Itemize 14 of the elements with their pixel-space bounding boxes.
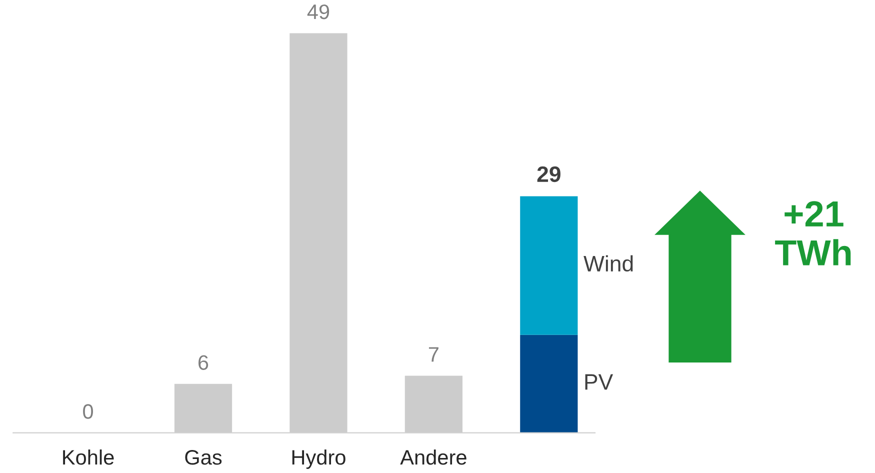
x-tick-label: Kohle (63, 449, 114, 465)
bar (520, 334, 578, 433)
data-label: 7 (428, 347, 438, 362)
total-label: 29 (537, 166, 560, 182)
data-label: 0 (83, 404, 93, 419)
series-label: PV (585, 374, 614, 390)
data-label: 6 (198, 355, 208, 370)
x-tick-label: Gas (185, 450, 222, 465)
data-label: 49 (307, 4, 330, 20)
x-tick-label: Andere (400, 449, 466, 465)
x-tick-label: Hydro (292, 449, 346, 469)
series-label: Wind (584, 255, 633, 272)
bar (520, 196, 578, 335)
text: +21 TWh (775, 201, 851, 266)
